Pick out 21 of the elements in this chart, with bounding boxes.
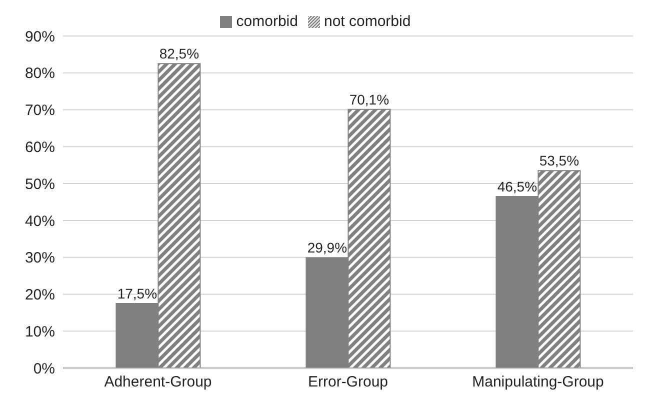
y-tick-label: 80% — [24, 65, 55, 82]
y-tick-label: 40% — [24, 212, 55, 230]
y-tick-label: 90% — [24, 28, 55, 46]
x-tick-label: Manipulating-Group — [472, 374, 604, 391]
legend-label: not comorbid — [324, 13, 411, 30]
legend-label: comorbid — [236, 13, 298, 30]
x-tick-label: Error-Group — [308, 374, 388, 391]
data-label: 70,1% — [349, 91, 390, 108]
y-tick-label: 10% — [24, 323, 55, 340]
x-tick-label: Adherent-Group — [104, 374, 212, 391]
y-tick-label: 20% — [24, 286, 55, 304]
y-tick-label: 0% — [33, 360, 55, 378]
y-tick-label: 30% — [24, 250, 55, 267]
y-tick-label: 70% — [24, 102, 55, 120]
data-label: 29,9% — [307, 240, 348, 256]
y-tick-label: 50% — [24, 176, 55, 193]
data-label: 46,5% — [497, 178, 538, 194]
data-label: 82,5% — [159, 46, 200, 62]
data-label: 17,5% — [117, 285, 158, 302]
y-tick-label: 60% — [24, 138, 55, 156]
data-label: 53,5% — [539, 152, 580, 169]
